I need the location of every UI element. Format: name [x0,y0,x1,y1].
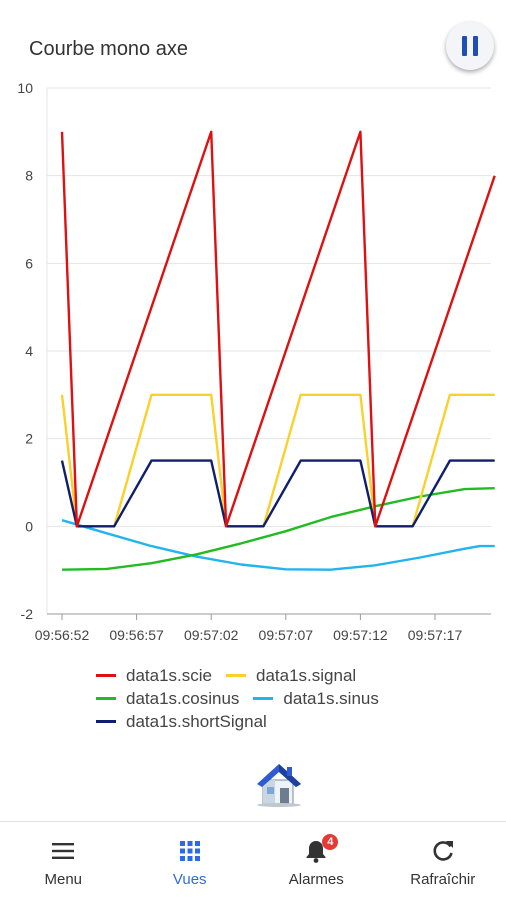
pause-icon-bar [473,36,478,56]
legend-label: data1s.shortSignal [126,712,267,732]
nav-item-refresh[interactable]: Rafraîchir [380,822,506,901]
legend-label: data1s.sinus [283,689,378,709]
y-tick-label: 4 [25,343,33,359]
legend-item[interactable]: data1s.signal [226,666,356,686]
legend-item[interactable]: data1s.shortSignal [96,712,267,732]
page-title: Courbe mono axe [29,38,188,61]
y-tick-label: 6 [25,255,33,271]
y-tick-label: 8 [25,168,33,184]
x-tick-label: 09:57:02 [184,627,239,643]
nav-label: Menu [44,871,82,888]
chart-legend: data1s.scie data1s.signal data1s.cosinus… [96,664,476,733]
header: Courbe mono axe [0,0,506,88]
pause-icon [462,36,467,56]
x-tick-label: 09:56:52 [35,627,90,643]
x-tick-label: 09:56:57 [109,627,164,643]
x-tick-label: 09:57:07 [259,627,314,643]
nav-label: Vues [173,871,207,888]
house-icon[interactable] [253,760,305,808]
refresh-icon [430,838,456,864]
legend-item[interactable]: data1s.cosinus [96,689,239,709]
hamburger-icon [50,838,76,864]
y-tick-label: 2 [25,431,33,447]
legend-label: data1s.signal [256,666,356,686]
legend-swatch [96,720,116,723]
legend-swatch [96,674,116,677]
grid-icon [177,838,203,864]
y-tick-label: 10 [17,80,33,96]
series-line-data1s-signal [62,395,495,527]
nav-item-menu[interactable]: Menu [0,822,127,901]
y-tick-label: -2 [21,606,34,622]
legend-label: data1s.cosinus [126,689,239,709]
legend-swatch [96,697,116,700]
legend-swatch [253,697,273,700]
legend-item[interactable]: data1s.sinus [253,689,378,709]
x-tick-label: 09:57:12 [333,627,388,643]
nav-item-vues[interactable]: Vues [127,822,254,901]
nav-label: Rafraîchir [410,871,475,888]
legend-swatch [226,674,246,677]
legend-item[interactable]: data1s.scie [96,666,212,686]
legend-label: data1s.scie [126,666,212,686]
pause-button[interactable] [446,22,494,70]
bottom-nav: Menu Vues 4 Alarmes Rafraîchir [0,821,506,901]
alarm-count-badge: 4 [322,834,338,850]
line-chart: -2 0 2 4 6 8 10 09:56:52 09:56:57 09:57:02 09:57:0… [0,78,506,653]
nav-item-alarmes[interactable]: 4 Alarmes [253,822,380,901]
y-tick-label: 0 [25,518,33,534]
series-line-data1s-sinus [62,520,495,570]
nav-label: Alarmes [289,871,344,888]
x-tick-label: 09:57:17 [408,627,463,643]
